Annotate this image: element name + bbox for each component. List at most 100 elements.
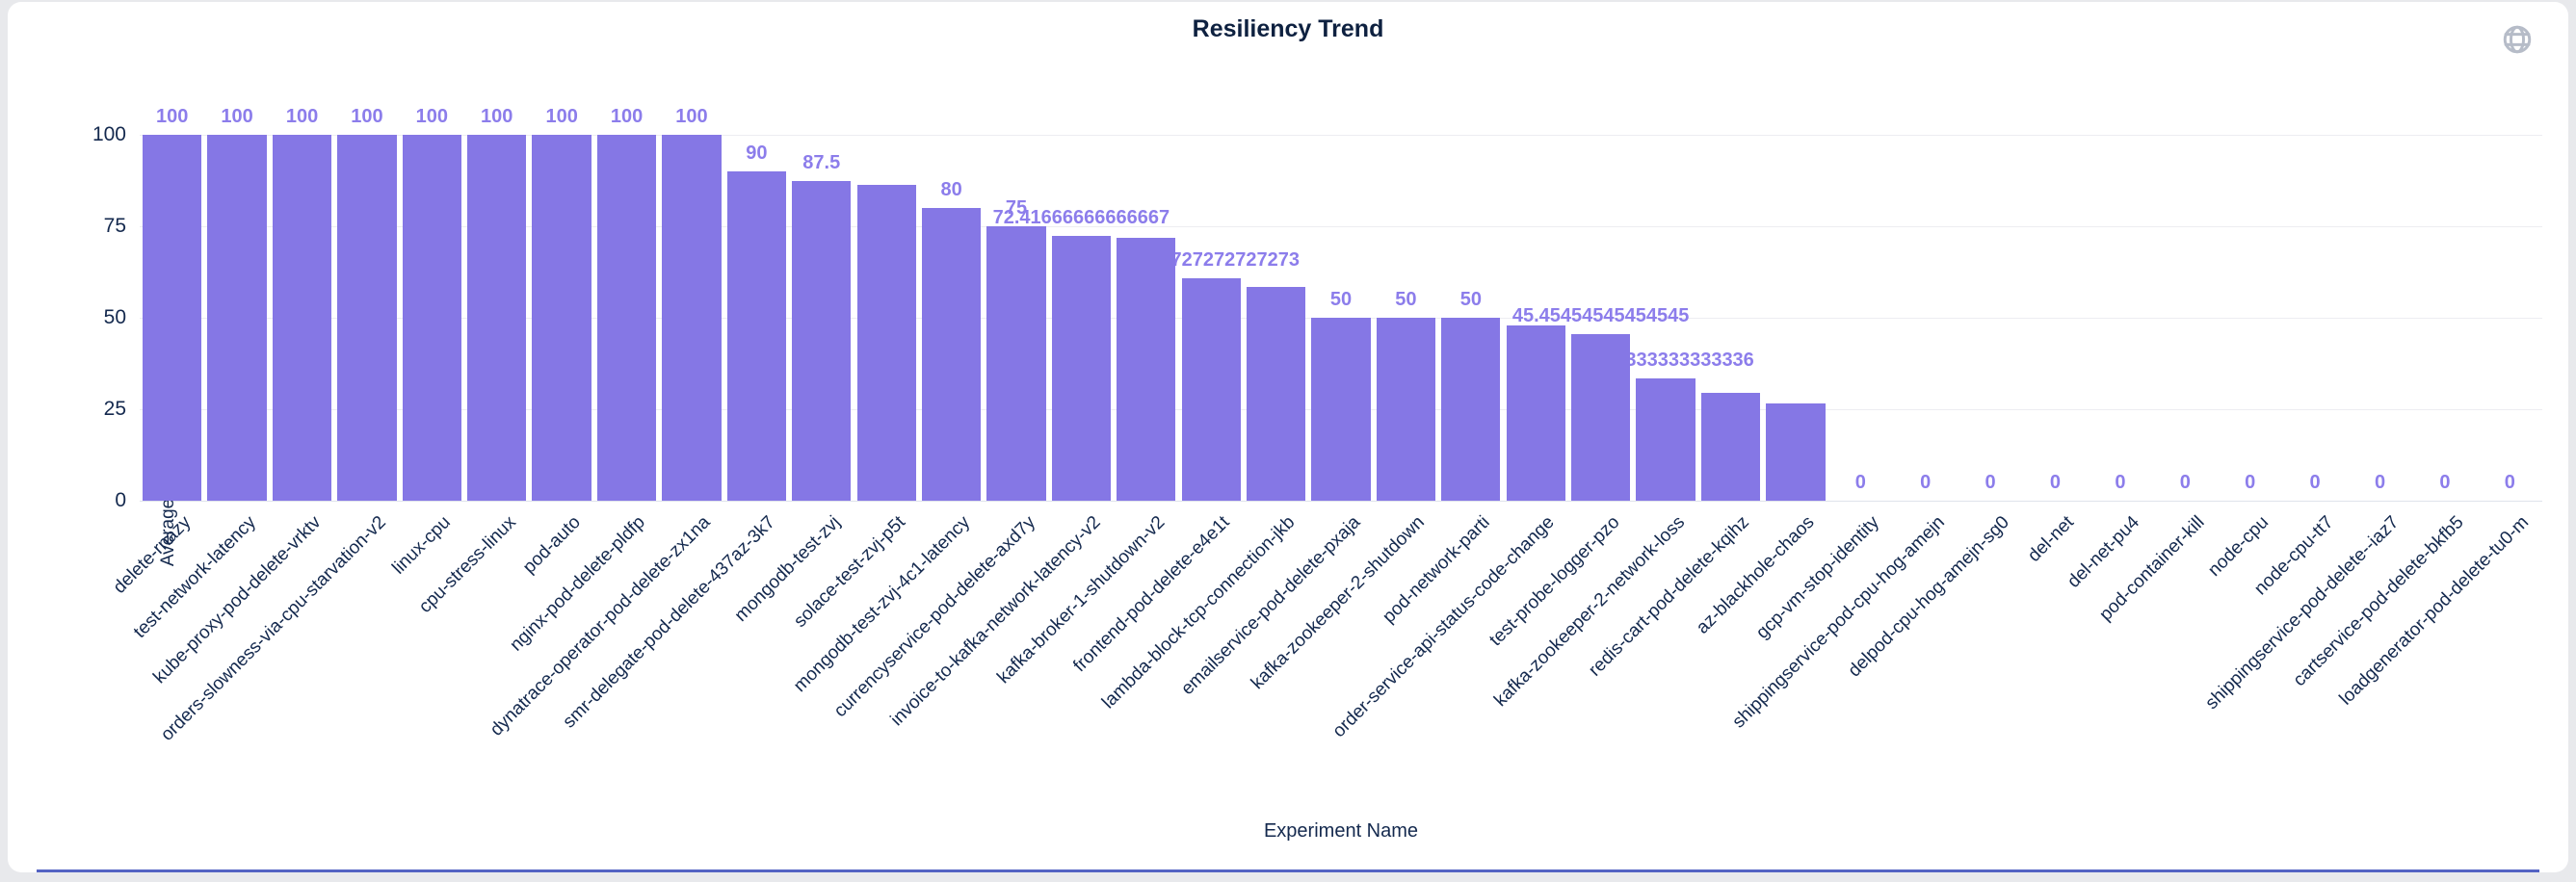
bar-slot: 0 node-cpu-tt7 [2251, 135, 2347, 599]
bar-value-label: 100 [285, 106, 319, 127]
bar-slot: 45.45454545454545 test-probe-logger-pzo [1485, 135, 1689, 650]
bar-value-label: 100 [675, 106, 708, 127]
bar-slot: 100 cpu-stress-linux [415, 106, 529, 617]
bar-slot: 0 loadgenerator-pod-delete-tu0-m [2336, 135, 2542, 710]
bar-slot: 0 shippingservice-pod-delete--iaz7 [2201, 135, 2412, 713]
bar[interactable] [1311, 318, 1371, 501]
bars-container: 100 delete-rnazy 100 test-network-latency 10… [110, 106, 2542, 745]
bar-slot: kafka-broker-1-shutdown-v2 [994, 135, 1178, 687]
bar-value-label: 100 [610, 106, 644, 127]
y-tick-label: 25 [103, 398, 126, 420]
bar[interactable] [402, 135, 461, 501]
bar-slot: 100 kube-proxy-pod-delete-vrktv [149, 106, 334, 687]
bar[interactable] [726, 171, 787, 501]
bar-slot: 87.5 mongodb-test-zvj [731, 135, 854, 626]
bar[interactable] [337, 135, 397, 501]
bar-value-label: 50 [1329, 289, 1353, 310]
bar[interactable] [1506, 324, 1565, 501]
bar-value-label: 50 [1459, 289, 1482, 310]
x-tick-label: az-blackhole-chaos [1693, 512, 1819, 638]
bar[interactable] [1700, 392, 1761, 501]
bar[interactable] [1570, 334, 1631, 501]
bar-value-label: 0 [2245, 472, 2256, 493]
x-tick-label: solace-test-zvj-p5t [790, 512, 910, 632]
bar-slot: 0 gcp-vm-stop-identity [1752, 135, 1893, 643]
bar-value-label: 75 [1005, 197, 1028, 219]
bar[interactable] [1636, 378, 1695, 501]
bar-value-label: 100 [351, 106, 383, 127]
bar-value-label: 50 [1395, 289, 1417, 310]
bar[interactable] [1117, 238, 1176, 501]
bar-value-label: 90 [746, 143, 768, 164]
bar-slot: 100 orders-slowness-via-cpu-starvation-v2 [157, 106, 399, 745]
bar-slot: order-service-api-status-code-change [1329, 135, 1568, 741]
bar[interactable] [1246, 287, 1306, 501]
y-tick-label: 75 [103, 215, 126, 237]
bar-value-label: 100 [481, 106, 513, 127]
bar[interactable] [532, 135, 591, 501]
bar-value-label: 0 [1920, 472, 1932, 493]
chart-title: Resiliency Trend [1192, 15, 1384, 42]
bar-slot: az-blackhole-chaos [1693, 135, 1827, 638]
globe-icon[interactable] [2501, 23, 2534, 56]
y-tick-label: 100 [92, 123, 126, 145]
bottom-accent-line [37, 869, 2539, 872]
bar-slot: 100 test-network-latency [130, 106, 269, 642]
bar-slot: 100 delete-rnazy [110, 106, 204, 598]
bar-slot: 0 cartservice-pod-delete-bkfb5 [2290, 135, 2477, 690]
x-tick-label: pod-auto [519, 512, 585, 578]
bar-value-label: 0 [1985, 472, 1996, 493]
bar-slot: 100 pod-auto [519, 106, 593, 578]
bar-slot: 50 kafka-zookeeper-2-shutdown [1248, 135, 1438, 693]
bar-slot: 100 dynatrace-operator-pod-delete-zx1na [486, 106, 723, 740]
bar-value-label: 72.41666666666667 [992, 206, 1170, 228]
bar-slot: 0 pod-container-kill [2095, 135, 2218, 625]
bar-value-label: 100 [415, 106, 449, 127]
bar-slot: solace-test-zvj-p5t [790, 135, 918, 632]
x-axis-title: Experiment Name [1263, 820, 1419, 842]
gridline [140, 226, 2542, 227]
bar-slot: 50 pod-network-parti [1379, 135, 1503, 627]
bar-slot: 0 shippingservice-pod-cpu-hog-amejn [1728, 135, 1958, 732]
bar-value-label: 100 [545, 106, 578, 127]
bar[interactable] [143, 135, 202, 501]
gridline [140, 501, 2542, 502]
y-tick-label: 50 [103, 306, 126, 328]
bar[interactable] [986, 226, 1046, 501]
bar-value-label: 0 [1854, 472, 1866, 493]
bar-slot: 0 node-cpu [2205, 135, 2282, 581]
bar-value-label: 0 [2179, 472, 2191, 493]
bar[interactable] [1181, 278, 1241, 501]
bar[interactable] [662, 135, 722, 501]
bar-slot: 0 del-net [2023, 135, 2088, 566]
bar[interactable] [921, 208, 982, 501]
y-tick-label: 0 [115, 489, 126, 511]
bar[interactable] [792, 180, 852, 501]
bar[interactable] [467, 135, 527, 501]
bar-value-label: 0 [2504, 472, 2515, 493]
bar-value-label: 0 [2374, 472, 2386, 493]
bar-slot: 80 mongodb-test-zvj-4c1-latency [790, 135, 984, 696]
bar[interactable] [1376, 318, 1436, 501]
bar-slot: 100 linux-cpu [389, 106, 464, 579]
bar-value-label: 80 [940, 179, 962, 200]
bar-value-label: 87.5 [802, 151, 841, 173]
x-tick-label: test-network-latency [129, 512, 260, 643]
bar[interactable] [1051, 235, 1112, 501]
bar-value-label: 0 [2309, 472, 2321, 493]
bar-slot: redis-cart-pod-delete-kqihz [1586, 135, 1763, 681]
bar-value-label: 0 [2439, 472, 2451, 493]
bar-slot: 0 del-net-pu4 [2063, 135, 2152, 592]
bar-slot: 72.41666666666667 invoice-to-kafka-networ… [886, 135, 1170, 730]
bar-value-label: 0 [2049, 472, 2062, 493]
x-tick-label: gcp-vm-stop-identity [1752, 512, 1884, 643]
bar-value-label: 45.45454545454545 [1511, 305, 1690, 327]
bar[interactable] [856, 184, 916, 501]
bar[interactable] [207, 135, 267, 501]
bar[interactable] [272, 135, 332, 501]
bar[interactable] [1441, 318, 1501, 501]
bar-slot: 75 currencyservice-pod-delete-axd7y [830, 135, 1048, 721]
bar[interactable] [1766, 402, 1826, 501]
bar[interactable] [596, 135, 657, 501]
